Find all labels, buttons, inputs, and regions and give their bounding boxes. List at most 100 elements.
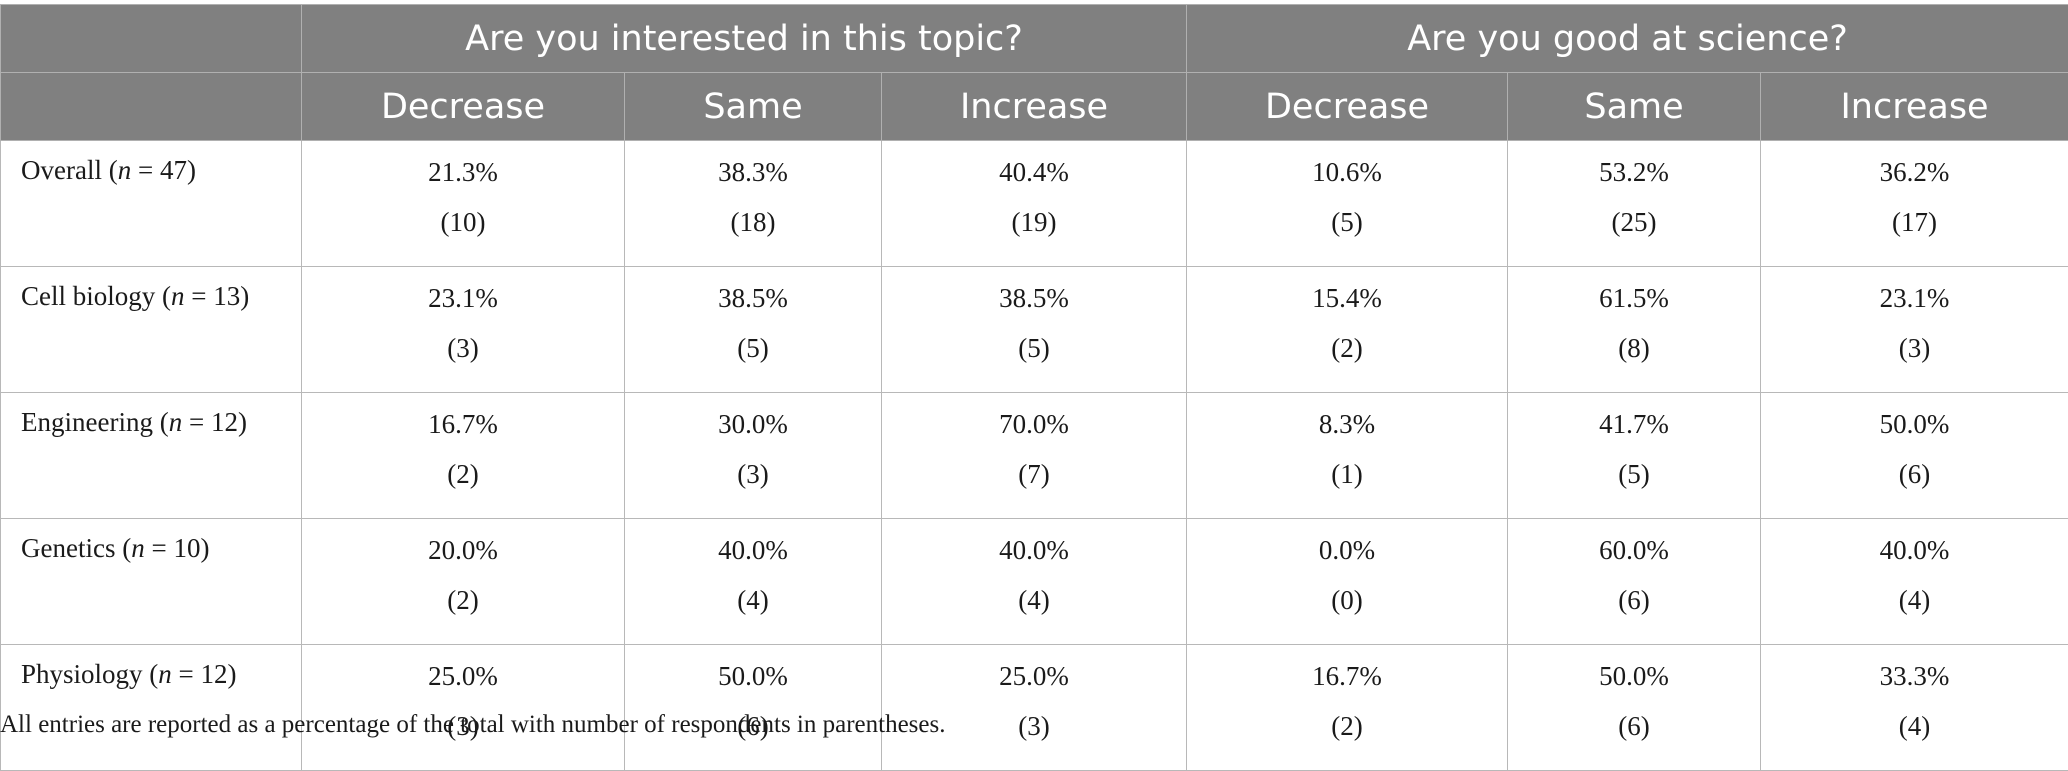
- cell-count: (4): [882, 567, 1186, 617]
- cell-percentage: 16.7%: [302, 393, 624, 441]
- sub-header-science-increase: Increase: [1761, 73, 2068, 141]
- table-cell: 20.0%(2): [302, 519, 625, 645]
- group-header-science: Are you good at science?: [1187, 5, 2068, 73]
- cell-count: (2): [1187, 693, 1507, 743]
- cell-percentage: 38.5%: [882, 267, 1186, 315]
- cell-percentage: 61.5%: [1508, 267, 1760, 315]
- row-n-symbol: n: [118, 155, 132, 185]
- cell-count: (6): [1508, 567, 1760, 617]
- cell-count: (6): [1761, 441, 2068, 491]
- cell-count: (5): [1508, 441, 1760, 491]
- sub-header-interest-increase: Increase: [882, 73, 1187, 141]
- table-cell: 23.1%(3): [1761, 267, 2068, 393]
- cell-count: (8): [1508, 315, 1760, 365]
- row-label: Engineering (n = 12): [1, 393, 302, 519]
- row-n-open: (: [155, 281, 171, 311]
- cell-percentage: 16.7%: [1187, 645, 1507, 693]
- table-body: Overall (n = 47)21.3%(10)38.3%(18)40.4%(…: [1, 141, 2068, 771]
- cell-count: (4): [1761, 567, 2068, 617]
- cell-percentage: 23.1%: [1761, 267, 2068, 315]
- cell-count: (4): [1761, 693, 2068, 743]
- table-row: Engineering (n = 12)16.7%(2)30.0%(3)70.0…: [1, 393, 2068, 519]
- row-label: Cell biology (n = 13): [1, 267, 302, 393]
- table-cell: 25.0%(3): [882, 645, 1187, 771]
- cell-percentage: 53.2%: [1508, 141, 1760, 189]
- results-table: Are you interested in this topic? Are yo…: [0, 4, 2068, 771]
- sub-header-interest-decrease: Decrease: [302, 73, 625, 141]
- header-corner-sub: [1, 73, 302, 141]
- table-cell: 38.3%(18): [625, 141, 882, 267]
- table-cell: 53.2%(25): [1508, 141, 1761, 267]
- cell-count: (0): [1187, 567, 1507, 617]
- row-label: Genetics (n = 10): [1, 519, 302, 645]
- row-n-symbol: n: [171, 281, 185, 311]
- table-row: Overall (n = 47)21.3%(10)38.3%(18)40.4%(…: [1, 141, 2068, 267]
- cell-count: (3): [1761, 315, 2068, 365]
- cell-percentage: 8.3%: [1187, 393, 1507, 441]
- cell-percentage: 25.0%: [882, 645, 1186, 693]
- row-label-text: Engineering: [21, 407, 153, 437]
- header-group-row: Are you interested in this topic? Are yo…: [1, 5, 2068, 73]
- cell-percentage: 21.3%: [302, 141, 624, 189]
- row-n-symbol: n: [131, 533, 145, 563]
- sub-header-science-same: Same: [1508, 73, 1761, 141]
- table-cell: 16.7%(2): [1187, 645, 1508, 771]
- row-label-text: Cell biology: [21, 281, 155, 311]
- cell-count: (1): [1187, 441, 1507, 491]
- row-n-open: (: [115, 533, 131, 563]
- cell-percentage: 60.0%: [1508, 519, 1760, 567]
- cell-percentage: 40.4%: [882, 141, 1186, 189]
- cell-percentage: 38.3%: [625, 141, 881, 189]
- table-cell: 40.0%(4): [625, 519, 882, 645]
- cell-count: (4): [625, 567, 881, 617]
- row-n-value: = 12): [172, 659, 237, 689]
- table-cell: 50.0%(6): [1761, 393, 2068, 519]
- row-n-symbol: n: [158, 659, 172, 689]
- cell-percentage: 36.2%: [1761, 141, 2068, 189]
- cell-count: (2): [302, 441, 624, 491]
- table-header: Are you interested in this topic? Are yo…: [1, 5, 2068, 141]
- table-cell: 60.0%(6): [1508, 519, 1761, 645]
- cell-percentage: 0.0%: [1187, 519, 1507, 567]
- table-cell: 30.0%(3): [625, 393, 882, 519]
- table-footnote: All entries are reported as a percentage…: [0, 711, 945, 739]
- cell-percentage: 50.0%: [625, 645, 881, 693]
- table-cell: 61.5%(8): [1508, 267, 1761, 393]
- cell-percentage: 50.0%: [1761, 393, 2068, 441]
- cell-percentage: 41.7%: [1508, 393, 1760, 441]
- cell-percentage: 15.4%: [1187, 267, 1507, 315]
- table-cell: 23.1%(3): [302, 267, 625, 393]
- table-cell: 8.3%(1): [1187, 393, 1508, 519]
- row-n-open: (: [102, 155, 118, 185]
- cell-count: (19): [882, 189, 1186, 239]
- cell-count: (17): [1761, 189, 2068, 239]
- cell-percentage: 40.0%: [1761, 519, 2068, 567]
- cell-percentage: 30.0%: [625, 393, 881, 441]
- cell-percentage: 25.0%: [302, 645, 624, 693]
- cell-count: (7): [882, 441, 1186, 491]
- table-cell: 0.0%(0): [1187, 519, 1508, 645]
- cell-count: (5): [1187, 189, 1507, 239]
- cell-percentage: 10.6%: [1187, 141, 1507, 189]
- cell-percentage: 70.0%: [882, 393, 1186, 441]
- group-header-interest: Are you interested in this topic?: [302, 5, 1187, 73]
- table-row: Genetics (n = 10)20.0%(2)40.0%(4)40.0%(4…: [1, 519, 2068, 645]
- row-n-value: = 12): [182, 407, 247, 437]
- cell-percentage: 20.0%: [302, 519, 624, 567]
- row-n-open: (: [143, 659, 159, 689]
- header-corner: [1, 5, 302, 73]
- row-n-value: = 47): [131, 155, 196, 185]
- table-cell: 38.5%(5): [625, 267, 882, 393]
- row-n-value: = 13): [185, 281, 250, 311]
- table-cell: 36.2%(17): [1761, 141, 2068, 267]
- row-label: Physiology (n = 12): [1, 645, 302, 771]
- table-cell: 40.4%(19): [882, 141, 1187, 267]
- cell-percentage: 33.3%: [1761, 645, 2068, 693]
- row-n-symbol: n: [169, 407, 183, 437]
- cell-count: (2): [1187, 315, 1507, 365]
- cell-percentage: 50.0%: [1508, 645, 1760, 693]
- cell-count: (25): [1508, 189, 1760, 239]
- cell-count: (18): [625, 189, 881, 239]
- sub-header-interest-same: Same: [625, 73, 882, 141]
- table-cell: 33.3%(4): [1761, 645, 2068, 771]
